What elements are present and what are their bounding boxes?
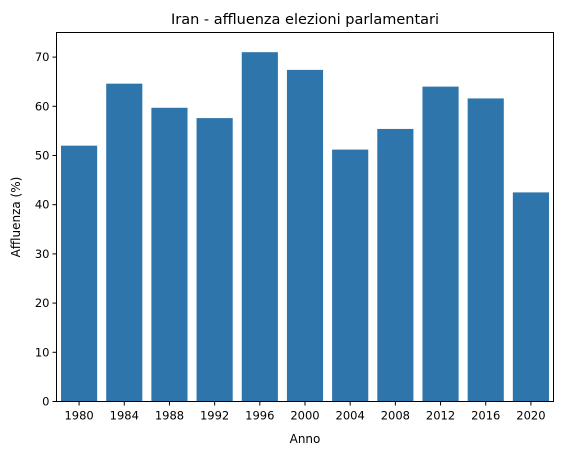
y-tick-label: 50 (35, 149, 50, 163)
x-tick-label: 2012 (426, 409, 455, 423)
y-tick-label: 0 (42, 395, 49, 409)
x-tick-label: 2000 (290, 409, 319, 423)
x-axis-ticks: 1980 1984 1988 1992 1996 2000 2004 2008 2012 2016… (64, 401, 546, 423)
bar-2008 (377, 128, 414, 402)
y-tick-label: 20 (35, 296, 50, 310)
y-axis-label: Affluenza (%) (9, 177, 23, 258)
plot-frame (56, 32, 554, 402)
y-tick-label: 10 (35, 345, 50, 359)
x-tick-label: 1980 (64, 409, 93, 423)
bar-1988 (151, 107, 188, 402)
x-tick-label: 1988 (155, 409, 184, 423)
chart-title: Iran - affluenza elezioni parlamentari (171, 12, 439, 28)
x-axis-label: Anno (290, 432, 321, 446)
x-tick-label: 1992 (200, 409, 229, 423)
x-tick-label: 2016 (471, 409, 500, 423)
y-axis-ticks: 0 10 20 30 40 50 60 70 (35, 50, 57, 409)
bar-2000 (286, 69, 324, 402)
x-tick-label: 2004 (336, 409, 365, 423)
bar-2004 (332, 149, 369, 402)
bar-2016 (467, 98, 504, 402)
x-tick-label: 1984 (110, 409, 139, 423)
x-tick-label: 2008 (381, 409, 410, 423)
x-tick-label: 2020 (516, 409, 545, 423)
bar-1984 (106, 83, 143, 402)
y-tick-label: 60 (35, 99, 50, 113)
bar-2020 (512, 192, 549, 402)
bar-2012 (422, 86, 459, 402)
bars-group (61, 52, 549, 402)
y-tick-label: 30 (35, 247, 50, 261)
y-tick-label: 40 (35, 198, 50, 212)
bar-1980 (61, 145, 98, 402)
x-tick-label: 1996 (245, 409, 274, 423)
bar-1996 (241, 52, 278, 402)
y-tick-label: 70 (35, 50, 50, 64)
bar-1992 (196, 118, 233, 402)
